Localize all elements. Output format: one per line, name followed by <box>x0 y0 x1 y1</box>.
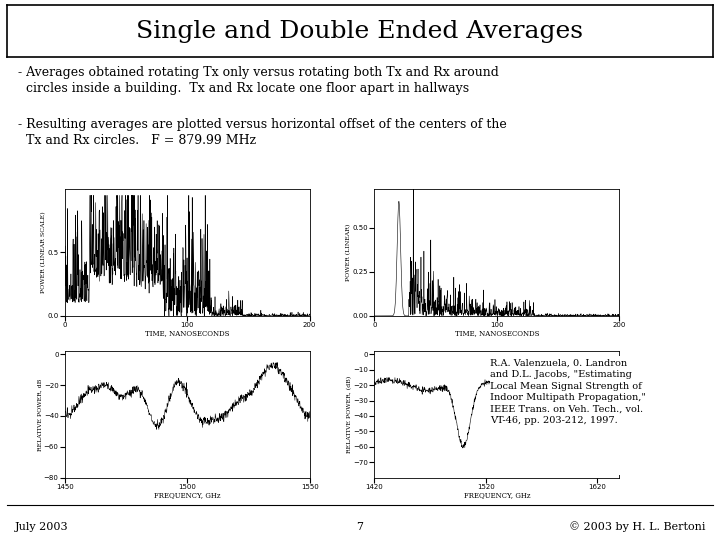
Text: R.A. Valenzuela, 0. Landron
and D.L. Jacobs, "Estimating
Local Mean Signal Stren: R.A. Valenzuela, 0. Landron and D.L. Jac… <box>490 359 646 425</box>
X-axis label: TIME, NANOSECONDS: TIME, NANOSECONDS <box>454 329 539 338</box>
Text: Single and Double Ended Averages: Single and Double Ended Averages <box>137 19 583 43</box>
Text: 7: 7 <box>356 522 364 531</box>
X-axis label: TIME, NANOSECONDS: TIME, NANOSECONDS <box>145 329 230 338</box>
X-axis label: FREQUENCY, GHz: FREQUENCY, GHz <box>464 491 530 500</box>
Y-axis label: POWER (LINEAR SCALE): POWER (LINEAR SCALE) <box>41 212 46 293</box>
Y-axis label: RELATIVE POWER, dB: RELATIVE POWER, dB <box>37 379 42 450</box>
Text: - Averages obtained rotating Tx only versus rotating both Tx and Rx around
  cir: - Averages obtained rotating Tx only ver… <box>18 65 499 95</box>
Text: © 2003 by H. L. Bertoni: © 2003 by H. L. Bertoni <box>569 521 706 532</box>
X-axis label: FREQUENCY, GHz: FREQUENCY, GHz <box>154 491 220 500</box>
Y-axis label: POWER (LINEAR): POWER (LINEAR) <box>346 224 351 281</box>
Text: - Resulting averages are plotted versus horizontal offset of the centers of the
: - Resulting averages are plotted versus … <box>18 118 507 147</box>
Y-axis label: RELATIVE POWER, (dB): RELATIVE POWER, (dB) <box>347 376 352 453</box>
Text: July 2003: July 2003 <box>14 522 68 531</box>
